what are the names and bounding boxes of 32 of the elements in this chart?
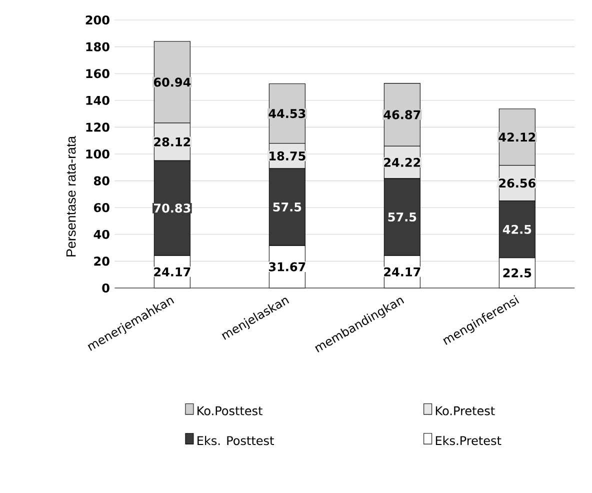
- y-tick-label: 100: [86, 149, 110, 158]
- data-label: 24.22: [384, 158, 420, 167]
- data-label: 57.5: [388, 212, 416, 222]
- y-tick-label: 40: [94, 230, 110, 239]
- y-axis-title: Persentase rata-rata: [66, 136, 76, 256]
- y-tick-label: 180: [86, 42, 110, 52]
- legend-label: Ko.Posttest: [198, 406, 262, 416]
- data-label: 18.75: [270, 151, 306, 160]
- data-label: 26.56: [499, 178, 536, 188]
- y-tick-label: 80: [94, 176, 110, 186]
- data-label: 24.17: [154, 267, 190, 276]
- data-label: 44.53: [268, 108, 306, 118]
- legend-label: Eks. Posttest: [198, 436, 274, 445]
- data-label: 22.5: [503, 268, 532, 278]
- data-label: 31.67: [268, 262, 306, 272]
- y-tick-label: 200: [86, 15, 110, 24]
- data-label: 28.12: [154, 137, 190, 146]
- y-tick-label: 140: [86, 96, 110, 105]
- data-label: 70.83: [154, 203, 190, 213]
- y-tick-label: 160: [86, 68, 110, 78]
- y-tick-label: 0: [102, 283, 110, 292]
- y-tick-label: 20: [94, 256, 110, 266]
- data-label: 42.5: [502, 224, 532, 234]
- data-label: 57.5: [273, 202, 302, 212]
- data-label: 42.12: [498, 132, 536, 142]
- legend-label: Eks.Pretest: [436, 436, 502, 445]
- data-label: 24.17: [384, 267, 420, 276]
- y-tick-label: 60: [94, 202, 110, 212]
- data-label: 46.87: [384, 110, 420, 120]
- y-tick-label: 120: [86, 122, 110, 132]
- data-label: 60.94: [154, 77, 191, 87]
- legend-label: Ko.Pretest: [436, 406, 495, 416]
